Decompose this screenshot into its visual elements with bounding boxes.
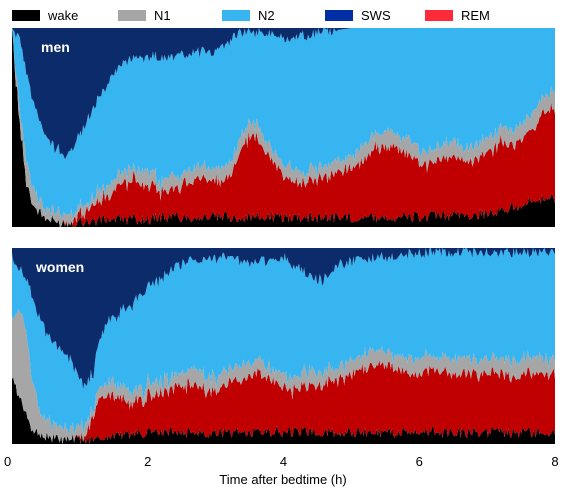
legend-label-sws: SWS <box>361 8 391 23</box>
x-axis-label: Time after bedtime (h) <box>219 472 346 487</box>
legend-swatch-rem <box>425 10 453 21</box>
legend-entry-sws: SWS <box>325 8 391 23</box>
area-women-rem <box>12 360 555 444</box>
panels: men women <box>12 28 555 444</box>
area-men-sws <box>12 28 555 160</box>
x-tick-label-2: 2 <box>144 454 151 469</box>
area-women-wake <box>12 377 555 444</box>
legend-entry-n1: N1 <box>118 8 171 23</box>
area-men-n2 <box>12 28 555 219</box>
area-women-sws <box>12 248 555 390</box>
legend-entry-rem: REM <box>425 8 490 23</box>
legend-label-rem: REM <box>461 8 490 23</box>
legend-swatch-n2 <box>222 10 250 21</box>
legend-entry-wake: wake <box>12 8 78 23</box>
panel-label-women: women <box>35 259 84 275</box>
panel-women: women <box>12 248 555 444</box>
legend-entry-n2: N2 <box>222 8 275 23</box>
x-tick-label-4: 4 <box>280 454 287 469</box>
x-tick-label-0: 0 <box>4 454 11 469</box>
legend-swatch-n1 <box>118 10 146 21</box>
legend-label-wake: wake <box>47 8 78 23</box>
area-women-n1 <box>12 308 555 444</box>
area-men-rem <box>12 28 555 227</box>
x-axis: 0 2 4 6 8 <box>4 454 559 469</box>
area-men-n1 <box>12 28 555 227</box>
area-women-n2 <box>12 248 555 437</box>
panel-men: men <box>12 28 555 227</box>
legend-swatch-wake <box>12 10 40 21</box>
legend-label-n2: N2 <box>258 8 275 23</box>
legend-label-n1: N1 <box>154 8 171 23</box>
legend-swatch-sws <box>325 10 353 21</box>
x-tick-label-6: 6 <box>416 454 423 469</box>
x-tick-label-8: 8 <box>551 454 558 469</box>
legend: wake N1 N2 SWS REM <box>12 8 490 23</box>
panel-label-men: men <box>41 39 70 55</box>
